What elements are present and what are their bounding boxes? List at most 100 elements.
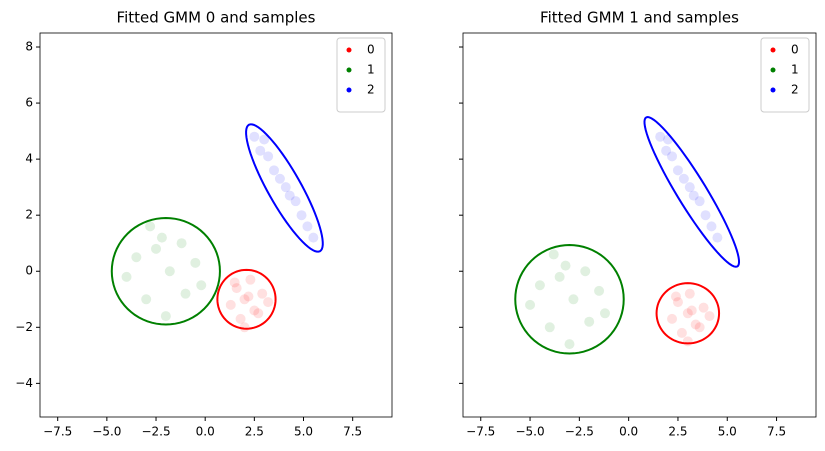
- legend-box: [336, 37, 386, 113]
- x-tick-label: 5.0: [294, 425, 313, 439]
- sample-point: [554, 271, 565, 282]
- gmm-ellipse: [110, 216, 221, 326]
- sample-point: [682, 308, 693, 319]
- sample-point: [249, 305, 260, 316]
- y-tick-label: 4: [25, 152, 33, 166]
- x-tick-label: −5.0: [92, 425, 121, 439]
- sample-point: [667, 151, 678, 162]
- gmm-ellipse: [245, 123, 324, 253]
- x-tick-label: 7.5: [767, 425, 786, 439]
- sample-point: [564, 339, 575, 350]
- sample-point: [164, 266, 175, 277]
- sample-point: [235, 313, 246, 324]
- sample-point: [672, 165, 683, 176]
- legend-marker: [346, 87, 352, 93]
- sample-point: [145, 221, 156, 232]
- x-tick-label: −7.5: [466, 425, 495, 439]
- sample-point: [160, 311, 171, 322]
- legend-marker: [346, 67, 352, 73]
- sample-point: [308, 232, 319, 243]
- sample-point: [263, 297, 274, 308]
- gmm-ellipse: [216, 268, 277, 330]
- chart-title: Fitted GMM 1 and samples: [540, 9, 739, 27]
- sample-point: [686, 305, 697, 316]
- sample-point: [280, 182, 291, 193]
- sample-point: [296, 210, 307, 221]
- sample-point: [290, 196, 301, 207]
- x-tick-label: 0.0: [619, 425, 638, 439]
- sample-point: [682, 336, 693, 347]
- sample-point: [225, 299, 236, 310]
- sample-point: [141, 294, 152, 305]
- sample-point: [151, 243, 162, 254]
- sample-point: [274, 173, 285, 184]
- sample-point: [131, 252, 142, 263]
- sample-point: [245, 274, 256, 285]
- y-tick-label: 8: [25, 40, 33, 54]
- sample-point: [156, 232, 167, 243]
- sample-point: [672, 297, 683, 308]
- sample-point: [694, 196, 705, 207]
- sample-point: [239, 322, 250, 333]
- x-tick-label: 7.5: [343, 425, 362, 439]
- sample-point: [544, 322, 555, 333]
- sample-point: [667, 313, 678, 324]
- chart-title: Fitted GMM 0 and samples: [117, 9, 316, 27]
- sample-point: [249, 131, 260, 142]
- sample-point: [239, 294, 250, 305]
- y-tick-label: 6: [25, 96, 33, 110]
- sample-point: [700, 210, 711, 221]
- sample-point: [180, 288, 191, 299]
- sample-point: [243, 291, 254, 302]
- x-tick-label: −2.5: [141, 425, 170, 439]
- x-tick-label: 0.0: [196, 425, 215, 439]
- legend-marker: [770, 47, 776, 53]
- subplot: Fitted GMM 1 and samples −7.5 −5.0 −2.5 0.0 2…: [459, 9, 817, 439]
- y-tick-label: 2: [25, 208, 33, 222]
- sample-point: [594, 285, 605, 296]
- legend-label: 0: [791, 43, 799, 57]
- sample-point: [690, 319, 701, 330]
- sample-point: [663, 134, 674, 145]
- sample-point: [670, 291, 681, 302]
- sample-point: [257, 288, 268, 299]
- sample-point: [548, 249, 559, 260]
- subplot: Fitted GMM 0 and samples −7.5 −5.0 −2.5 0.0 2…: [15, 9, 393, 439]
- sample-point: [121, 271, 132, 282]
- axes-frame: [39, 32, 393, 418]
- x-tick-label: 2.5: [668, 425, 687, 439]
- sample-point: [688, 190, 699, 201]
- sample-point: [694, 322, 705, 333]
- y-tick-label: −2: [15, 320, 33, 334]
- legend-marker: [770, 87, 776, 93]
- sample-point: [676, 327, 687, 338]
- axes-frame: [462, 32, 817, 418]
- sample-point: [684, 182, 695, 193]
- sample-point: [259, 134, 270, 145]
- legend-marker: [346, 47, 352, 53]
- sample-point: [655, 131, 666, 142]
- sample-point: [253, 308, 264, 319]
- legend-label: 1: [791, 63, 799, 77]
- sample-point: [190, 257, 201, 268]
- y-tick-label: 0: [25, 264, 33, 278]
- sample-point: [302, 221, 313, 232]
- sample-point: [580, 266, 591, 277]
- gmm-ellipse: [643, 116, 741, 268]
- sample-point: [176, 238, 187, 249]
- sample-point: [269, 165, 280, 176]
- sample-point: [229, 277, 240, 288]
- gmm-ellipse: [655, 282, 721, 345]
- sample-point: [284, 190, 295, 201]
- x-tick-label: −2.5: [565, 425, 594, 439]
- sample-point: [712, 232, 723, 243]
- legend-marker: [770, 67, 776, 73]
- y-tick-label: −4: [15, 376, 33, 390]
- x-tick-label: 5.0: [718, 425, 737, 439]
- sample-point: [263, 151, 274, 162]
- sample-point: [525, 299, 536, 310]
- sample-point: [599, 308, 610, 319]
- gmm-ellipse: [514, 244, 625, 355]
- x-tick-label: −7.5: [43, 425, 72, 439]
